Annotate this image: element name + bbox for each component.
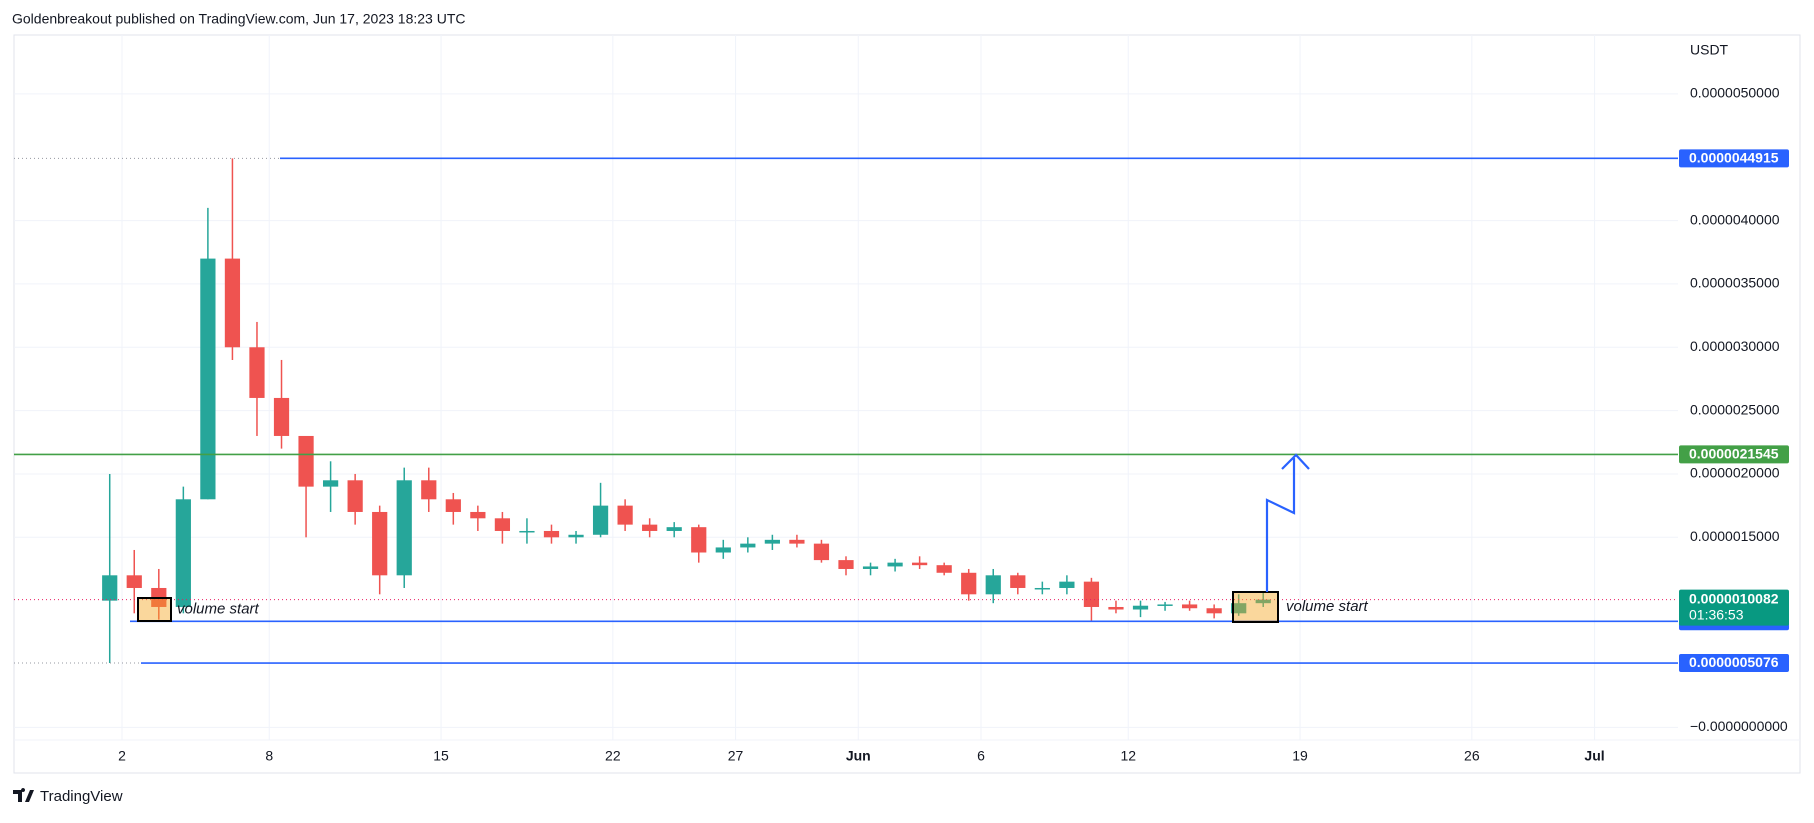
- candle-body: [715, 547, 731, 553]
- candle-body: [568, 534, 584, 538]
- y-tick-label: 0.0000025000: [1690, 401, 1780, 417]
- level-label: 0.0000021545: [1689, 446, 1779, 462]
- candle-body: [1206, 608, 1222, 614]
- y-tick-label: 0.0000020000: [1690, 465, 1780, 481]
- candle-body: [322, 480, 339, 487]
- candle-body: [1181, 604, 1198, 609]
- candle-body: [936, 565, 952, 573]
- candle-body: [396, 480, 412, 576]
- candle-body: [1157, 604, 1173, 606]
- candle-body: [200, 258, 216, 500]
- x-tick-label: 2: [118, 748, 126, 764]
- candle-body: [445, 499, 461, 512]
- projection-arrow: [1265, 453, 1310, 592]
- candle-body: [764, 539, 780, 544]
- y-tick-label: −0.0000000000: [1690, 718, 1788, 734]
- x-tick-label: 22: [605, 748, 621, 764]
- candle-body: [519, 530, 535, 533]
- last-price-box: [1679, 589, 1789, 626]
- candle-body: [1108, 606, 1124, 610]
- x-tick-label: 12: [1120, 748, 1136, 764]
- candle-body: [1231, 603, 1247, 614]
- annotation: volume start: [1286, 598, 1369, 615]
- level-label-box: [1679, 445, 1789, 464]
- level-label: 0.0000005076: [1689, 654, 1779, 670]
- countdown: 01:36:53: [1689, 606, 1744, 622]
- chart-frame: [13, 34, 1801, 774]
- candle-body: [494, 518, 511, 531]
- y-tick-label: 0.0000030000: [1690, 338, 1780, 354]
- currency-label: USDT: [1690, 42, 1729, 58]
- candle-body: [126, 575, 142, 588]
- candle-body: [617, 505, 633, 525]
- y-tick-label: 0.0000050000: [1690, 85, 1780, 101]
- candle-body: [224, 258, 241, 348]
- brand: TradingView: [40, 788, 123, 805]
- candle-body: [298, 435, 314, 487]
- last-price-label: 0.0000010082: [1689, 590, 1779, 606]
- candle-body: [1083, 581, 1100, 607]
- candle-body: [887, 562, 903, 567]
- level-label-box: [1679, 654, 1789, 673]
- candle-body: [1132, 605, 1149, 610]
- tv-logo: TradingView: [13, 788, 123, 805]
- candle-body: [1010, 575, 1026, 588]
- volume-box: [1232, 591, 1279, 623]
- candle-body: [1255, 599, 1271, 604]
- x-tick-label: Jul: [1584, 748, 1604, 764]
- volume-box: [137, 597, 172, 622]
- level-label: 0.0000044915: [1689, 150, 1779, 166]
- candle-body: [273, 397, 290, 436]
- candle-body: [862, 566, 879, 569]
- x-tick-label: 27: [728, 748, 744, 764]
- candle-body: [421, 480, 437, 500]
- y-tick-label: 0.0000040000: [1690, 211, 1780, 227]
- candle-body: [372, 511, 388, 576]
- candle-body: [838, 560, 854, 569]
- candle-body: [691, 527, 707, 553]
- candle-body: [347, 480, 363, 512]
- candle-body: [912, 562, 928, 566]
- x-tick-label: 26: [1464, 748, 1480, 764]
- candle-body: [175, 499, 191, 607]
- annotation: volume start: [177, 600, 260, 617]
- candle-body: [985, 575, 1001, 595]
- candle-body: [470, 511, 486, 519]
- y-tick-label: 0.0000035000: [1690, 275, 1780, 291]
- publish-header: Goldenbreakout published on TradingView.…: [12, 11, 465, 27]
- x-tick-label: 8: [265, 748, 273, 764]
- candle-body: [642, 524, 658, 531]
- x-tick-label: 6: [977, 748, 985, 764]
- candle-body: [592, 505, 609, 535]
- candle-body: [666, 527, 682, 531]
- candle-body: [1059, 581, 1075, 588]
- x-tick-label: 19: [1292, 748, 1308, 764]
- candle-body: [789, 539, 805, 544]
- candle-body: [813, 543, 830, 561]
- candle-body: [543, 530, 560, 538]
- candle-body: [102, 575, 118, 601]
- candle-body: [1034, 587, 1050, 590]
- level-label-box: [1679, 149, 1789, 168]
- y-tick-label: 0.0000015000: [1690, 528, 1780, 544]
- candle-body: [249, 347, 265, 398]
- x-tick-label: Jun: [846, 748, 871, 764]
- candle-body: [961, 572, 977, 595]
- candle-body: [740, 543, 756, 548]
- x-tick-label: 15: [433, 748, 449, 764]
